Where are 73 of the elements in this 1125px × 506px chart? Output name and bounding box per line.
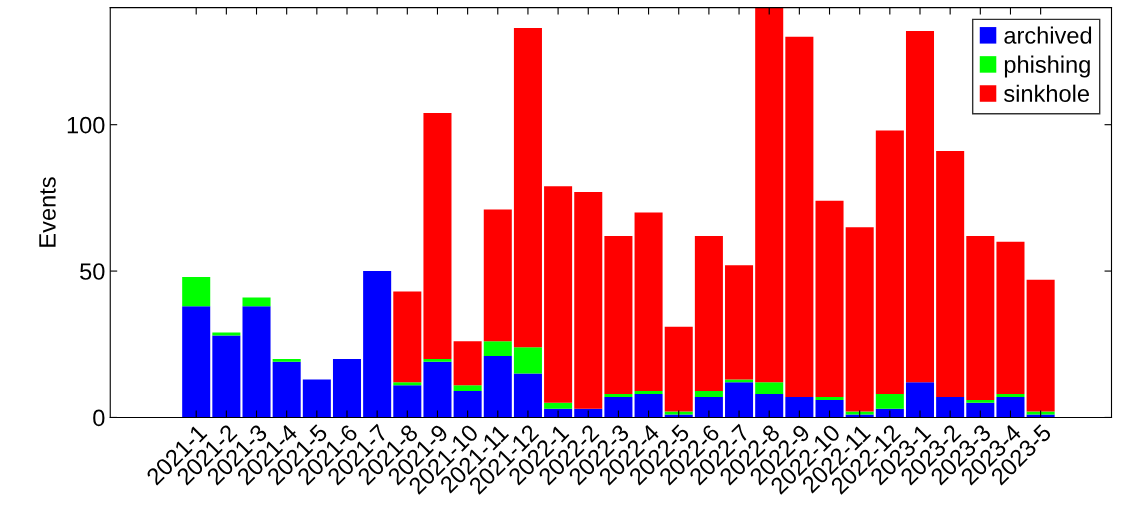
bar xyxy=(453,391,482,418)
legend-label: sinkhole xyxy=(1004,84,1089,103)
bar xyxy=(755,382,784,395)
bar xyxy=(875,394,904,409)
bar xyxy=(875,408,904,418)
legend-label: archived xyxy=(1004,26,1092,44)
bar xyxy=(302,379,331,418)
bar xyxy=(905,382,935,418)
bar xyxy=(905,31,935,383)
bar xyxy=(272,361,301,418)
y-axis-title: Events xyxy=(39,177,56,247)
bar xyxy=(815,399,844,418)
bar xyxy=(574,408,603,418)
bar xyxy=(996,241,1025,395)
bar xyxy=(785,396,814,418)
bar xyxy=(634,391,663,395)
bar xyxy=(242,297,271,307)
y-tick-label: 0 xyxy=(93,409,105,427)
bar xyxy=(1026,279,1055,412)
bar xyxy=(664,326,693,412)
bar xyxy=(182,276,211,307)
bar xyxy=(966,235,995,400)
bar xyxy=(936,396,965,418)
bar xyxy=(725,382,754,418)
bar xyxy=(513,373,542,418)
bar xyxy=(513,347,542,374)
bar xyxy=(966,399,995,403)
bar xyxy=(544,408,573,418)
bar xyxy=(393,385,422,418)
bar xyxy=(996,396,1025,418)
y-tick-label: 50 xyxy=(80,263,105,280)
bar xyxy=(453,341,482,386)
bar xyxy=(544,402,573,409)
bar xyxy=(483,209,512,342)
bar xyxy=(483,355,512,418)
bar xyxy=(725,379,754,383)
bar xyxy=(725,265,754,380)
bar xyxy=(182,306,211,418)
legend-label: phishing xyxy=(1004,55,1090,78)
bar xyxy=(815,200,844,397)
bar xyxy=(936,151,965,397)
bar xyxy=(574,192,603,409)
bar xyxy=(423,112,452,359)
bar xyxy=(694,391,723,397)
bar xyxy=(755,394,784,418)
bar xyxy=(272,358,301,362)
bar xyxy=(634,394,663,418)
bar xyxy=(212,335,241,418)
bar xyxy=(483,341,512,356)
bar xyxy=(966,402,995,418)
bar xyxy=(604,394,633,397)
bar xyxy=(513,28,542,348)
bar xyxy=(604,396,633,418)
bar xyxy=(875,130,904,395)
bar xyxy=(393,291,422,383)
bar xyxy=(332,358,362,418)
bar xyxy=(785,36,814,397)
bar xyxy=(393,382,422,386)
bar xyxy=(242,306,271,418)
bar xyxy=(544,186,573,403)
bar xyxy=(604,235,633,395)
bar xyxy=(363,271,392,418)
bar xyxy=(755,7,784,383)
bar xyxy=(634,212,663,392)
bar xyxy=(453,385,482,392)
bar xyxy=(694,396,723,418)
bar xyxy=(996,394,1025,397)
bar xyxy=(694,235,723,392)
bar xyxy=(815,396,844,400)
y-tick-label: 100 xyxy=(67,116,105,134)
bar xyxy=(845,227,874,412)
bar xyxy=(423,361,452,418)
bar xyxy=(423,358,452,362)
